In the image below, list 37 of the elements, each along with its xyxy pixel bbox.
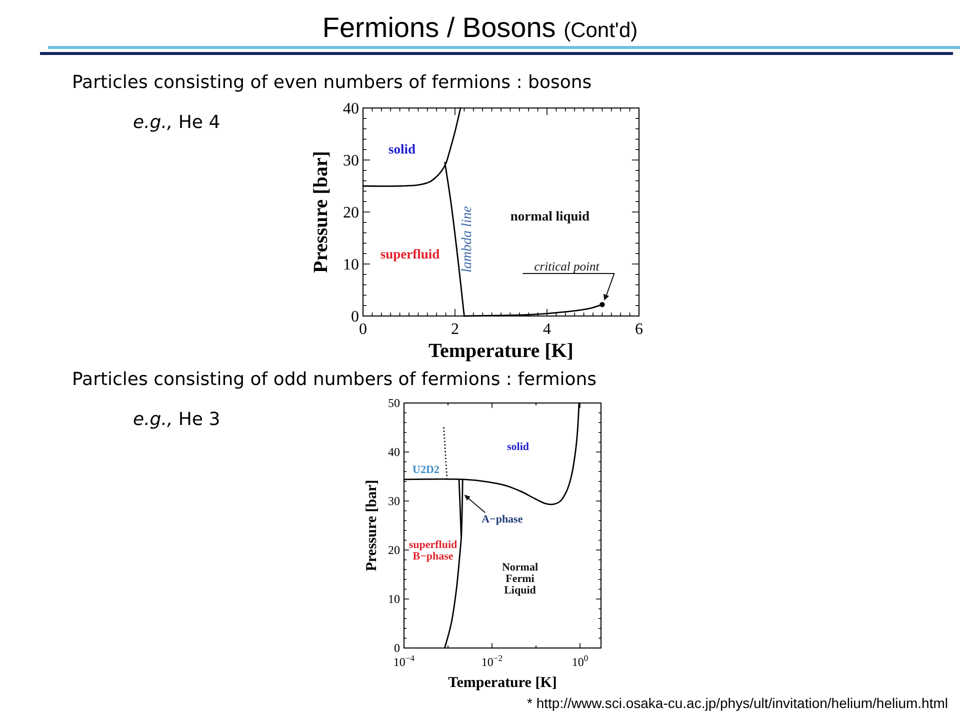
annotation: critical point bbox=[534, 260, 600, 274]
x-tick-label: 10$^{0}$ bbox=[572, 653, 588, 669]
annotation: superfluid bbox=[380, 246, 440, 262]
text: e.g., He 4 bbox=[133, 112, 220, 133]
x-axis-title: Temperature [K] bbox=[428, 340, 574, 362]
annotation: solid bbox=[506, 440, 530, 453]
y-tick-label: 20 bbox=[388, 543, 400, 558]
text: lambda line bbox=[460, 206, 476, 273]
annotation: U2D2 bbox=[412, 464, 440, 476]
y-tick-label: 20 bbox=[343, 204, 359, 222]
x-tick-label: 4 bbox=[543, 321, 551, 338]
chart-subtitle: Particles consisting of even numbers of fermions : bosons bbox=[72, 72, 592, 93]
annotation: Normal Fermi Liquid bbox=[502, 561, 538, 596]
y-tick-label: 30 bbox=[343, 152, 359, 170]
x-tick-label: 2 bbox=[451, 321, 459, 338]
annotation: solid bbox=[388, 142, 416, 157]
annotation: superfluid B−phase bbox=[408, 539, 458, 563]
chart-title: Fermions / Bosons (Cont'd) bbox=[322, 12, 638, 43]
text: e.g., He 3 bbox=[133, 409, 220, 430]
x-tick-label: 6 bbox=[635, 321, 643, 338]
y-tick-label: 0 bbox=[351, 308, 359, 326]
chart-subtitle: Particles consisting of odd numbers of fermions : fermions bbox=[72, 369, 597, 390]
annotation: A−phase bbox=[482, 514, 523, 526]
y-tick-label: 10 bbox=[388, 592, 400, 606]
y-tick-label: 40 bbox=[343, 100, 359, 118]
y-tick-label: 40 bbox=[388, 445, 400, 460]
x-tick-label: 10$^{−4}$ bbox=[393, 653, 416, 669]
y-tick-label: 50 bbox=[388, 396, 400, 410]
annotation: normal liquid bbox=[510, 208, 590, 224]
y-tick-label: 10 bbox=[343, 256, 359, 274]
x-tick-label: 10$^{−2}$ bbox=[481, 653, 503, 669]
y-axis-title: Pressure [bar] bbox=[364, 480, 380, 572]
y-tick-label: 30 bbox=[388, 494, 400, 508]
y-axis-title: Pressure [bar] bbox=[310, 150, 332, 274]
x-axis-title: Temperature [K] bbox=[448, 675, 557, 691]
text: * http://www.sci.osaka-cu.ac.jp/phys/ult/invitation/helium/helium.html bbox=[527, 695, 948, 711]
y-tick-label: 0 bbox=[394, 641, 400, 656]
